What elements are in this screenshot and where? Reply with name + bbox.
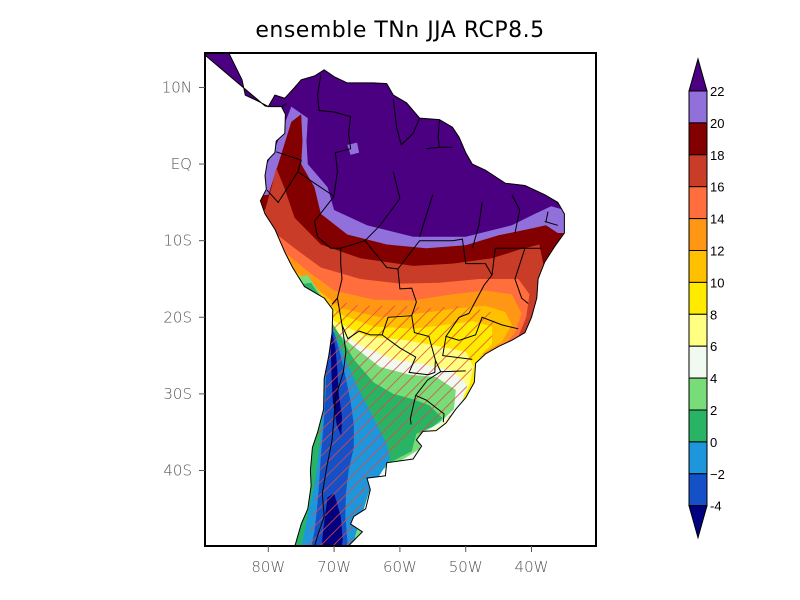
colorbar-box: [688, 409, 708, 443]
y-axis: 10N EQ 10S 20S 30S 40S: [162, 78, 205, 479]
colorbar-label: 22: [710, 84, 724, 99]
country-border: [545, 211, 549, 222]
colorbar-label: -4: [710, 499, 722, 514]
x-tick-label: 50W: [449, 558, 483, 576]
colorbar-label: 16: [710, 180, 724, 195]
country-border: [419, 194, 434, 237]
colorbar-label: 10: [710, 275, 724, 290]
country-border: [317, 74, 352, 195]
country-border: [409, 395, 417, 425]
colorbar-label: 4: [710, 371, 717, 386]
colorbar-label: 20: [710, 116, 724, 131]
country-border: [471, 202, 483, 249]
y-tick-label: 10S: [163, 232, 192, 250]
x-tick-label: 40W: [515, 558, 549, 576]
country-border: [442, 336, 473, 360]
colorbar-box: [688, 90, 708, 124]
colorbar-label: 12: [710, 244, 724, 259]
country-border: [364, 171, 401, 242]
colorbar-box: [688, 313, 708, 347]
colorbar-box: [688, 122, 708, 156]
country-border: [514, 247, 542, 304]
y-tick-label: 20S: [163, 308, 192, 326]
x-tick-label: 70W: [317, 558, 351, 576]
y-tick-label: 30S: [163, 385, 192, 403]
colorbar-box: [688, 377, 708, 411]
country-border: [445, 312, 519, 341]
country-border: [437, 119, 440, 148]
borders-layer: [205, 53, 565, 546]
colorbar-label: 14: [710, 212, 724, 227]
map-frame: [204, 52, 597, 547]
country-border: [511, 194, 521, 234]
colorbar-label: 8: [710, 307, 717, 322]
colorbar-box: [688, 473, 708, 507]
colorbar-label: 6: [710, 339, 717, 354]
country-border: [440, 370, 466, 373]
country-border: [314, 324, 347, 546]
country-border: [281, 103, 287, 108]
map-area: [205, 53, 565, 546]
significance-hatching: [304, 298, 496, 546]
colorbar: -4 −2 0 2 4 6 8 10 12 14 16 18 20 22: [688, 57, 725, 540]
country-border: [544, 221, 558, 226]
country-border: [297, 171, 343, 305]
colorbar-box: [688, 186, 708, 220]
colorbar-box: [688, 154, 708, 188]
hatching-layer: [304, 298, 496, 546]
colorbar-box: [688, 218, 708, 252]
country-border: [381, 315, 436, 376]
y-tick-label: EQ: [171, 155, 192, 173]
colorbar-box: [688, 250, 708, 283]
colorbar-label: 0: [710, 435, 717, 450]
x-tick-label: 60W: [383, 558, 417, 576]
chart-title: ensemble TNn JJA RCP8.5: [255, 18, 545, 43]
y-tick-label: 10N: [162, 78, 192, 96]
x-tick-label: 80W: [251, 558, 285, 576]
y-tick-label: 40S: [163, 461, 192, 479]
colorbar-extend-min: [688, 505, 708, 540]
colorbar-label: 18: [710, 148, 724, 163]
colorbar-box: [688, 281, 708, 315]
colorbar-box: [688, 345, 708, 379]
colorbar-box: [688, 441, 708, 475]
coastline: [205, 53, 565, 546]
colorbar-label: −2: [710, 467, 725, 482]
country-border: [397, 238, 493, 314]
colorbar-label: 2: [710, 403, 717, 418]
x-axis: 80W 70W 60W 50W 40W: [251, 546, 548, 576]
colorbar-extend-max: [688, 57, 708, 92]
country-border: [491, 247, 525, 276]
country-border: [392, 98, 421, 146]
